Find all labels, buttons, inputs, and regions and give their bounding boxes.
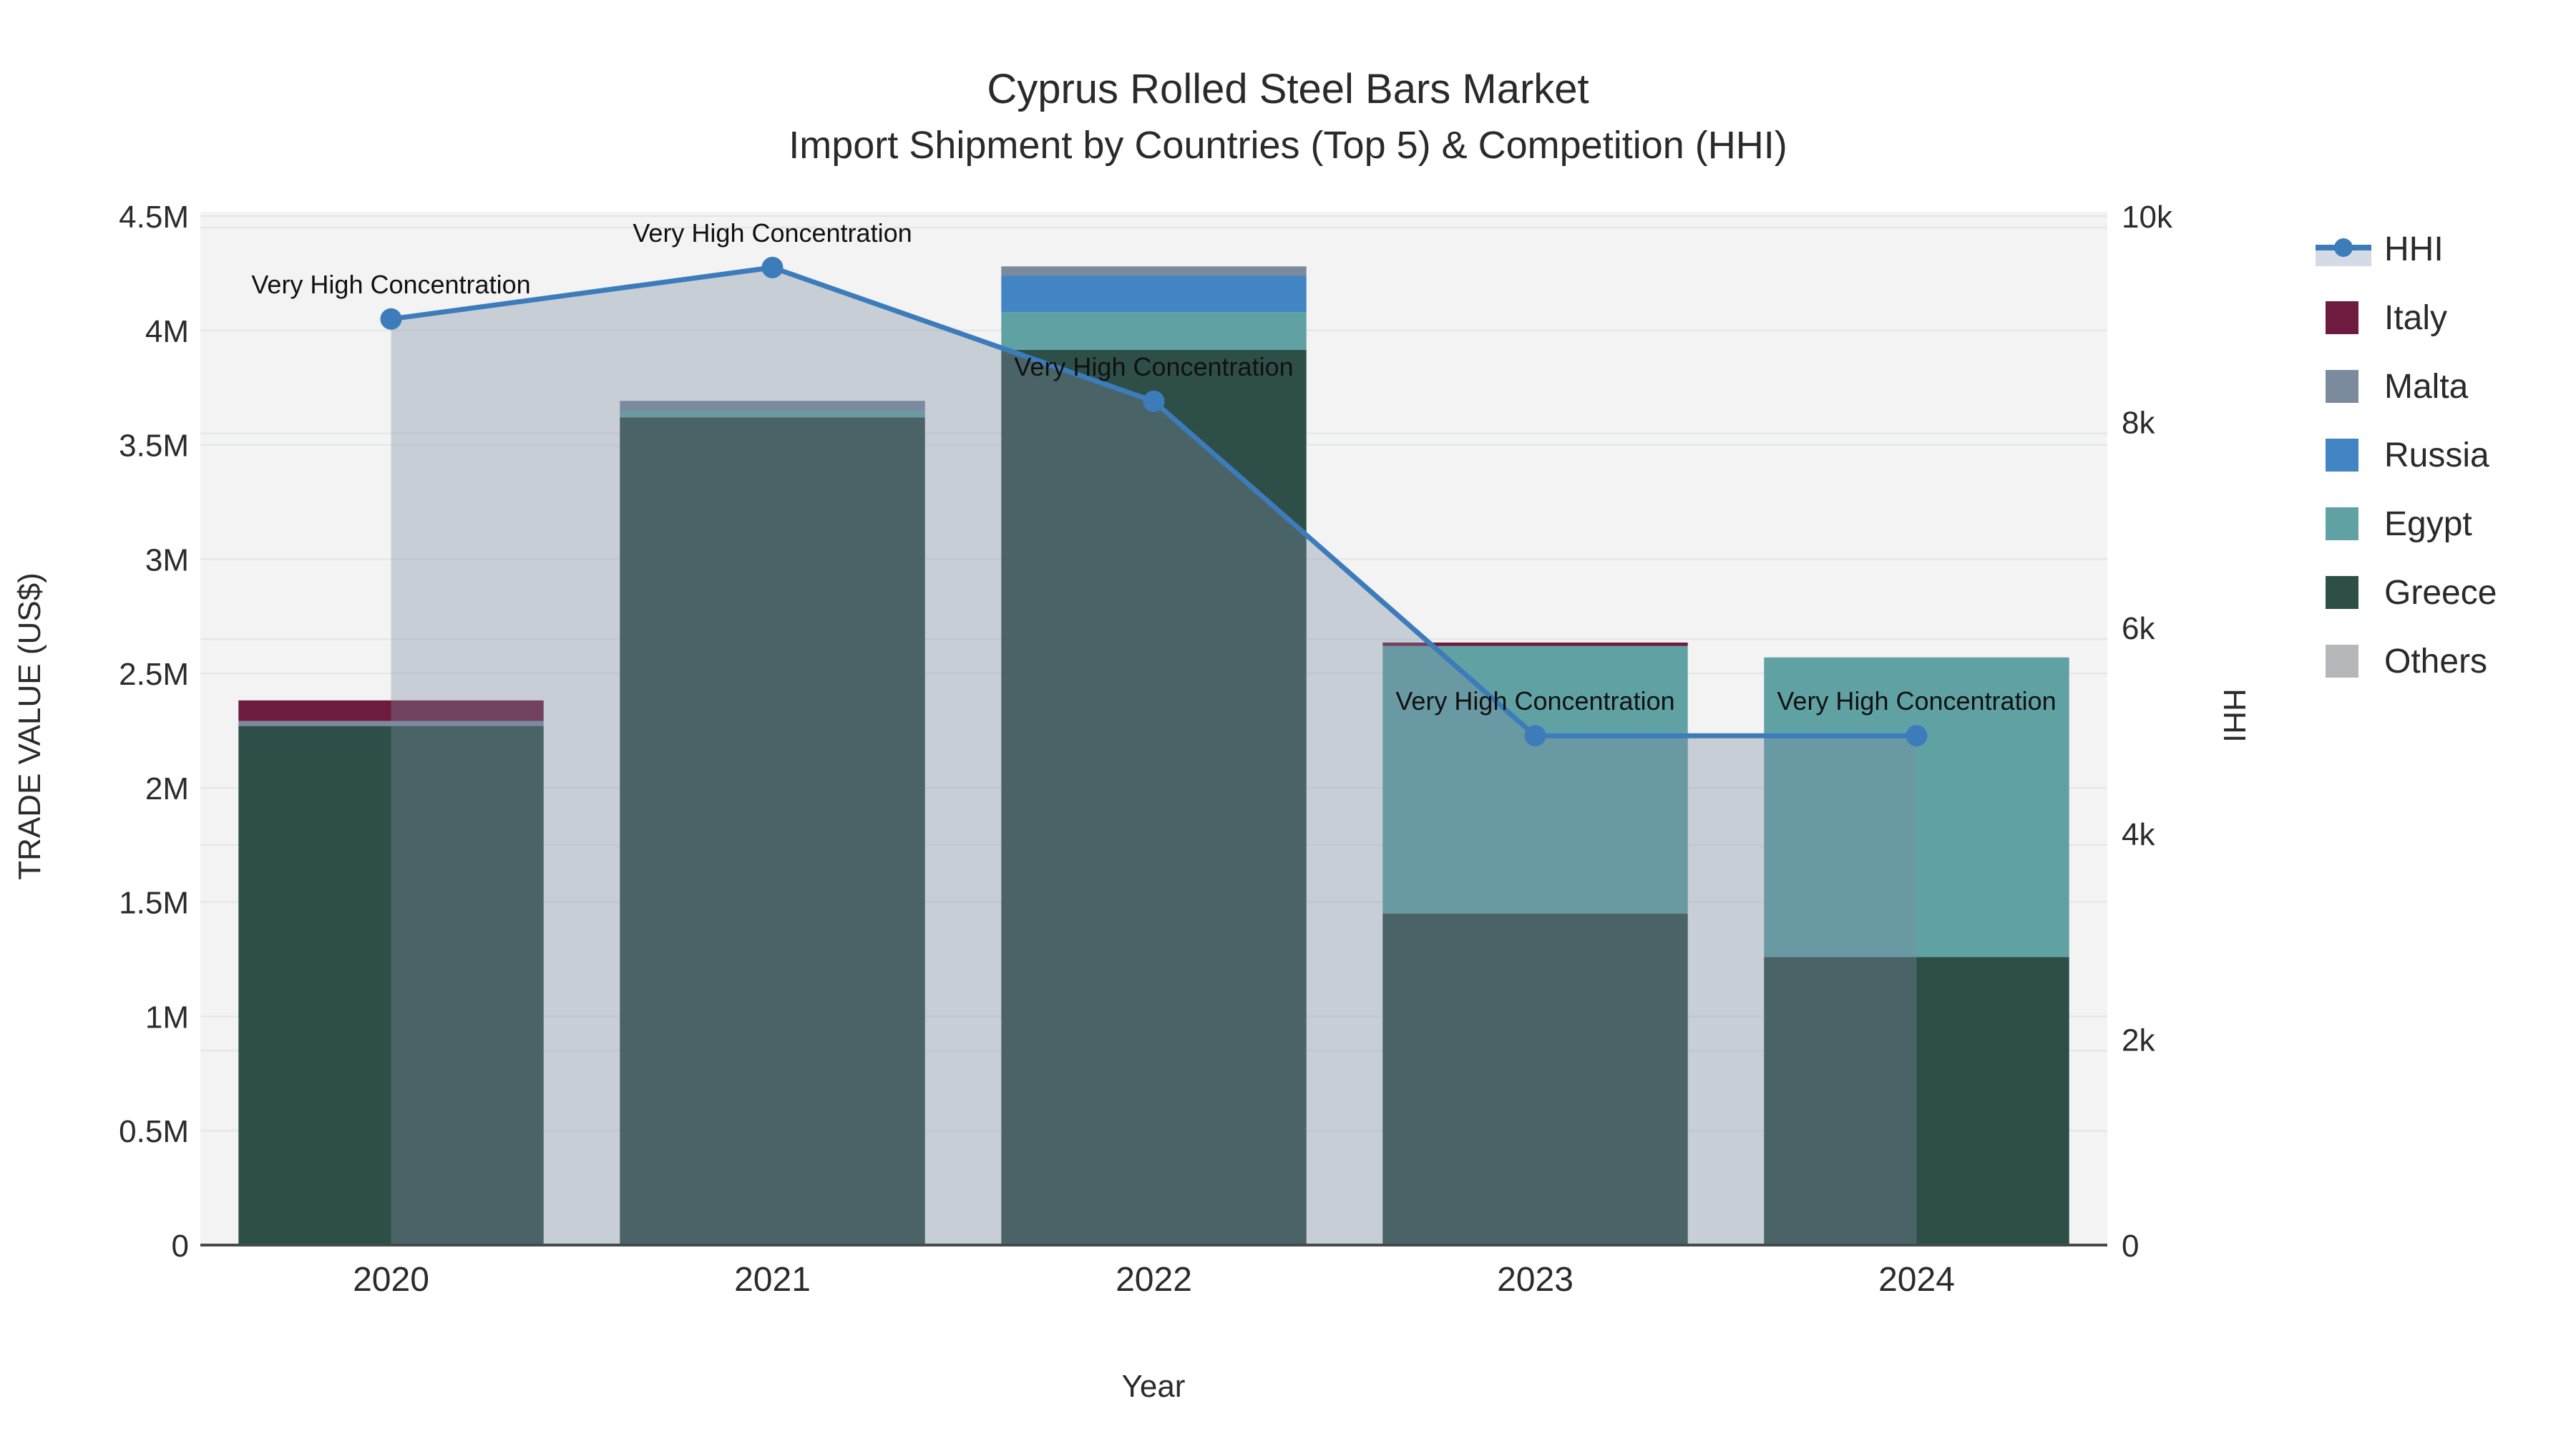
legend-swatch-others [2326,645,2358,678]
bar-egypt-2021[interactable] [620,411,925,418]
chart-title-line-2: Import Shipment by Countries (Top 5) & C… [789,124,1787,167]
x-axis-title: Year [1121,1369,1186,1404]
legend-item-italy[interactable]: Italy [2316,283,2497,352]
legend-item-greece[interactable]: Greece [2316,558,2497,627]
legend-item-others[interactable]: Others [2316,627,2497,696]
y-right-tick-label: 6k [2122,611,2155,646]
bar-russia-2022[interactable] [1001,275,1307,313]
hhi-marker-swatch [2334,238,2353,257]
legend-label-italy: Italy [2384,298,2448,337]
y-left-tick-label: 4.5M [119,200,189,235]
legend-item-egypt[interactable]: Egypt [2316,489,2497,558]
legend-swatch-italy [2326,301,2358,334]
legend-label-hhi: HHI [2384,230,2444,268]
bar-greece-2021[interactable] [620,417,925,1245]
legend: HHI Italy Malta Russia Egypt Greece Others [2316,215,2497,696]
bar-egypt-2022[interactable] [1001,312,1307,350]
bar-greece-2022[interactable] [1001,349,1307,1246]
annotation-2020: Very High Concentration [251,270,530,299]
y-left-tick-label: 3M [145,542,189,577]
y-right-tick-label: 8k [2122,406,2155,441]
y-left-tick-label: 1.5M [119,886,189,921]
chart-title: Cyprus Rolled Steel Bars Market Import S… [0,66,2576,167]
legend-label-greece: Greece [2384,573,2497,612]
y-right-tick-label: 4k [2122,817,2155,852]
bar-malta-2020[interactable] [238,721,544,726]
legend-item-hhi[interactable]: HHI [2316,215,2497,283]
bar-italy-2020[interactable] [238,700,544,721]
annotation-2022: Very High Concentration [1014,352,1293,381]
y-left-tick-label: 2.5M [119,657,189,692]
legend-swatch-egypt [2326,507,2358,540]
hhi-line-icon [2316,230,2371,268]
x-tick-label: 2022 [1116,1261,1192,1299]
hhi-marker-2023 [1524,725,1546,747]
y-right-tick-label: 2k [2122,1023,2155,1058]
annotation-2023: Very High Concentration [1395,686,1674,716]
bar-greece-2020[interactable] [238,726,544,1245]
bar-italy-2023[interactable] [1382,642,1688,646]
legend-item-malta[interactable]: Malta [2316,352,2497,421]
hhi-area-fill [391,267,1917,1245]
legend-swatch-malta [2326,370,2358,403]
x-tick-label: 2021 [734,1261,811,1299]
hhi-marker-2024 [1906,725,1928,747]
y-left-tick-label: 0.5M [119,1114,189,1149]
bar-greece-2024[interactable] [1764,957,2069,1245]
y-axis-title-left: TRADE VALUE (US$) [12,572,47,880]
annotation-2024: Very High Concentration [1777,686,2056,716]
legend-swatch-greece [2326,576,2358,609]
hhi-marker-2022 [1143,390,1165,412]
y-right-tick-label: 0 [2122,1229,2139,1264]
hhi-marker-2020 [380,308,402,330]
y-right-tick-label: 10k [2122,200,2173,235]
legend-swatch-russia [2326,439,2358,472]
x-tick-label: 2020 [353,1261,429,1299]
legend-label-egypt: Egypt [2384,504,2472,543]
chart-title-line-1: Cyprus Rolled Steel Bars Market [987,66,1589,112]
y-left-tick-label: 1M [145,1000,189,1035]
legend-label-malta: Malta [2384,367,2469,406]
y-axis-title-right: HHI [2217,688,2252,743]
legend-label-others: Others [2384,642,2488,680]
bar-greece-2023[interactable] [1382,913,1688,1245]
annotation-2021: Very High Concentration [633,218,912,248]
x-tick-label: 2024 [1878,1261,1955,1299]
bar-egypt-2024[interactable] [1764,657,2069,957]
y-left-tick-label: 0 [172,1229,189,1264]
hhi-marker-2021 [761,256,784,278]
bar-malta-2021[interactable] [620,401,925,411]
bar-egypt-2023[interactable] [1382,645,1688,914]
bar-malta-2022[interactable] [1001,266,1307,276]
legend-item-russia[interactable]: Russia [2316,421,2497,489]
y-left-tick-label: 4M [145,314,189,349]
y-left-tick-label: 2M [145,771,189,806]
x-tick-label: 2023 [1497,1261,1574,1299]
y-left-tick-label: 3.5M [119,429,189,464]
legend-label-russia: Russia [2384,436,2489,474]
